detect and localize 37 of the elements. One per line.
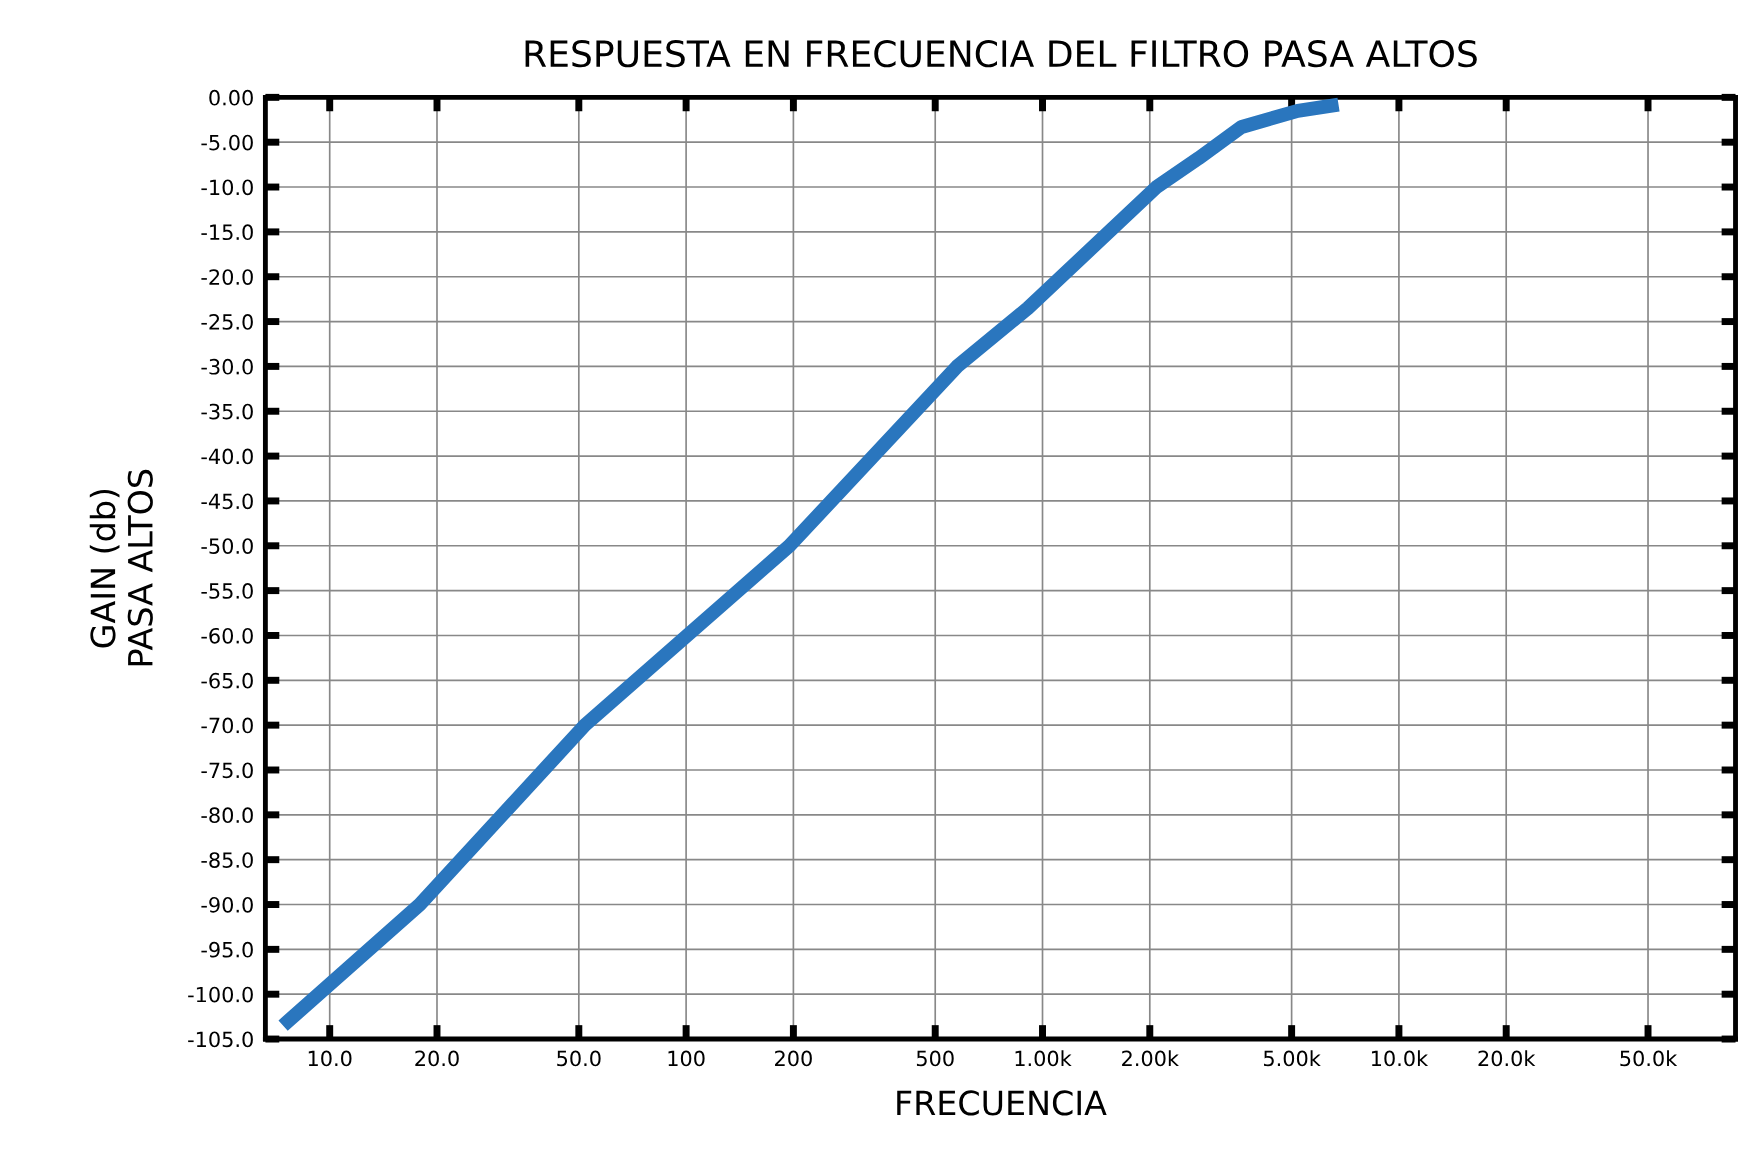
y-tick-label: -55.0 <box>201 583 253 599</box>
x-tick-label: 50.0k <box>1620 1050 1678 1067</box>
y-tick-label: -25.0 <box>201 314 253 330</box>
x-axis-title: FRECUENCIA <box>897 1090 1107 1116</box>
y-tick-label: -60.0 <box>201 627 253 644</box>
y-tick-label: -70.0 <box>201 717 253 734</box>
y-tick-label: -90.0 <box>201 896 253 913</box>
x-tick-label: 2.00k <box>1122 1050 1179 1067</box>
y-tick-label: -100.0 <box>188 986 253 1003</box>
x-tick-label: 1.00k <box>1015 1050 1072 1067</box>
y-tick-label: -75.0 <box>201 762 253 779</box>
x-tick-label: 50.0 <box>557 1050 601 1067</box>
y-tick-label: -85.0 <box>201 852 253 868</box>
x-tick-label: 20.0k <box>1478 1050 1536 1067</box>
x-tick-label: 10.0 <box>308 1050 352 1067</box>
x-tick-label: 20.0 <box>415 1050 459 1067</box>
chart-title: RESPUESTA EN FRECUENCIA DEL FILTRO PASA ALTOS <box>525 40 1477 68</box>
y-axis-title: GAIN (db) PASA ALTOS <box>89 469 153 666</box>
y-tick-label: -45.0 <box>201 493 253 510</box>
y-tick-label: -30.0 <box>201 358 253 375</box>
y-tick-label: -80.0 <box>201 807 253 824</box>
y-tick-label: -95.0 <box>201 941 253 958</box>
x-tick-label: 100 <box>668 1050 705 1067</box>
y-tick-label: -15.0 <box>201 224 253 241</box>
y-tick-label: -40.0 <box>201 448 253 465</box>
y-tick-label: -50.0 <box>201 538 253 554</box>
y-tick-label: -20.0 <box>201 269 253 285</box>
y-tick-label: 0.00 <box>209 89 253 106</box>
y-tick-label: -65.0 <box>201 672 253 689</box>
y-tick-label: -105.0 <box>188 1031 253 1048</box>
x-tick-label: 10.0k <box>1371 1050 1429 1067</box>
x-tick-label: 500 <box>916 1050 954 1067</box>
x-tick-label: 5.00k <box>1264 1050 1321 1067</box>
x-tick-label: 200 <box>775 1050 812 1067</box>
y-tick-label: -10.0 <box>201 179 253 196</box>
y-tick-label: -5.00 <box>201 134 253 151</box>
y-tick-label: -35.0 <box>201 403 253 420</box>
